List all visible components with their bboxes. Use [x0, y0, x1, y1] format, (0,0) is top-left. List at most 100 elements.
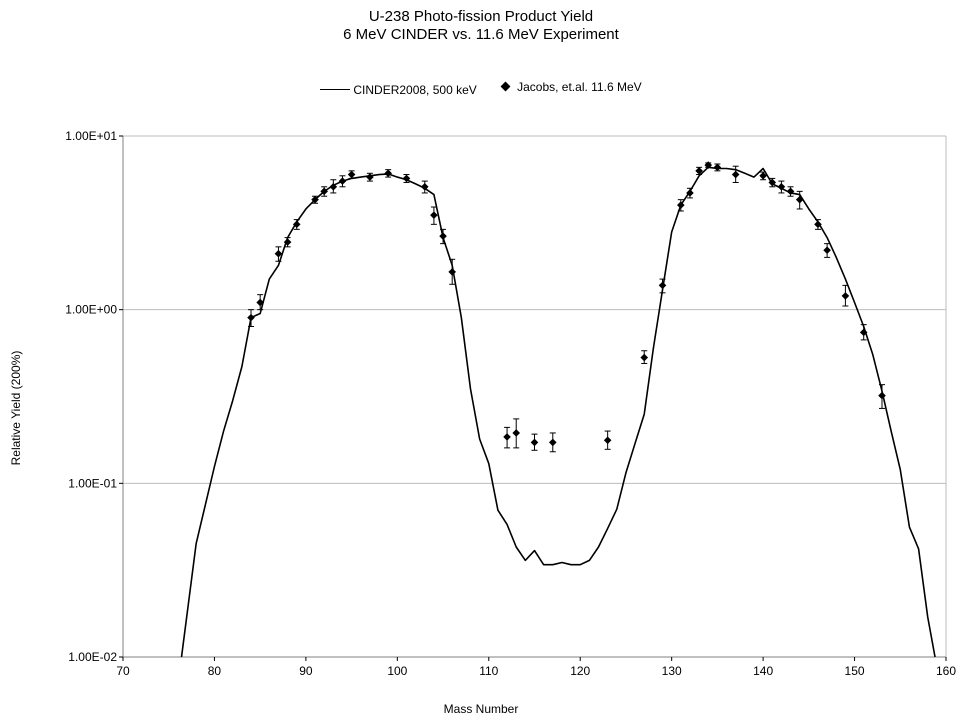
- data-point: [503, 426, 511, 449]
- diamond-marker: [247, 313, 255, 322]
- diamond-marker: [384, 169, 392, 178]
- diamond-marker: [814, 220, 822, 229]
- data-point: [686, 187, 694, 199]
- diamond-marker: [859, 328, 868, 337]
- data-point: [695, 166, 703, 176]
- data-point: [603, 430, 612, 450]
- diamond-marker: [420, 182, 429, 191]
- data-point: [823, 243, 831, 258]
- data-point: [320, 186, 328, 197]
- diamond-marker: [338, 177, 347, 185]
- data-point: [256, 294, 264, 311]
- data-point: [731, 165, 740, 183]
- data-point: [247, 309, 255, 327]
- data-point: [420, 180, 429, 194]
- data-point: [292, 219, 301, 230]
- diamond-marker: [402, 174, 411, 183]
- data-point: [658, 278, 667, 294]
- x-tick-label: 160: [936, 664, 956, 678]
- data-point: [777, 180, 786, 194]
- diamond-marker: [347, 170, 356, 179]
- data-point: [704, 161, 713, 169]
- data-point: [795, 190, 804, 210]
- diamond-marker: [311, 195, 319, 204]
- diamond-marker: [713, 163, 722, 172]
- data-point: [283, 237, 292, 248]
- diamond-marker: [640, 353, 649, 362]
- y-axis-label: Relative Yield (200%): [9, 350, 23, 466]
- x-tick-label: 100: [387, 664, 407, 678]
- data-point: [366, 172, 374, 182]
- x-tick-label: 130: [662, 664, 682, 678]
- diamond-marker: [686, 189, 694, 197]
- legend-label-cinder: CINDER2008, 500 keV: [353, 82, 477, 97]
- data-point: [759, 171, 767, 181]
- diamond-marker: [430, 211, 438, 219]
- diamond-marker: [731, 170, 740, 179]
- diamond-marker: [503, 433, 511, 441]
- data-point: [338, 175, 347, 188]
- diamond-marker: [704, 161, 713, 169]
- plot-area: 1.00E-02 1.00E-01 1.00E+00 1.00E+01 70 80 90 10…: [65, 129, 956, 678]
- diamond-marker: [823, 246, 831, 254]
- diamond-marker: [548, 438, 557, 447]
- data-point: [512, 418, 521, 449]
- data-point: [274, 246, 283, 262]
- y-tick-label: 1.00E+00: [65, 303, 117, 317]
- y-tick-label: 1.00E+01: [65, 129, 117, 143]
- diamond-marker: [777, 182, 786, 191]
- diamond-marker: [878, 391, 886, 400]
- legend-item-cinder: CINDER2008, 500 keV: [320, 82, 477, 98]
- x-tick-label: 90: [299, 664, 313, 678]
- diamond-marker: [439, 232, 447, 240]
- diamond-marker: [795, 195, 804, 204]
- legend-label-jacobs: Jacobs, et.al. 11.6 MeV: [517, 79, 642, 94]
- diamond-marker: [677, 201, 685, 209]
- x-tick-label: 110: [479, 664, 498, 678]
- diamond-marker: [695, 167, 703, 175]
- y-tick-label: 1.00E-02: [68, 650, 117, 664]
- data-point: [347, 170, 356, 179]
- data-point: [430, 206, 438, 225]
- legend-item-jacobs: Jacobs, et.al. 11.6 MeV: [496, 79, 642, 95]
- legend-line-swatch: [320, 89, 351, 90]
- diamond-marker: [320, 187, 328, 196]
- data-point: [402, 174, 411, 183]
- data-point: [384, 169, 392, 178]
- diamond-marker: [283, 238, 292, 246]
- diamond-marker: [256, 298, 264, 307]
- data-point: [548, 432, 557, 453]
- diamond-marker: [448, 268, 456, 276]
- x-tick-label: 140: [753, 664, 773, 678]
- chart-title: U-238 Photo-fission Product Yield: [368, 8, 594, 25]
- diamond-marker: [274, 249, 283, 258]
- diamond-marker: [366, 173, 374, 181]
- cinder-line: [180, 166, 936, 658]
- x-axis-label: Mass Number: [443, 702, 519, 716]
- data-point: [530, 433, 539, 451]
- legend: CINDER2008, 500 keV Jacobs, et.al. 11.6 …: [0, 78, 962, 98]
- data-point: [814, 219, 822, 230]
- data-point: [786, 186, 795, 197]
- data-point: [329, 179, 338, 194]
- y-axis-label-wrap: Relative Yield (200%): [6, 308, 26, 508]
- diamond-marker: [658, 281, 667, 290]
- x-tick-label: 80: [208, 664, 222, 678]
- diamond-marker: [841, 292, 850, 300]
- diamond-marker: [603, 436, 612, 445]
- data-point: [677, 199, 685, 212]
- diamond-marker: [530, 438, 539, 447]
- x-tick-label: 70: [116, 664, 130, 678]
- diamond-marker: [329, 182, 338, 191]
- diamond-marker: [759, 171, 767, 180]
- data-point: [640, 350, 649, 364]
- diamond-marker: [512, 429, 521, 437]
- chart-subtitle: 6 MeV CINDER vs. 11.6 MeV Experiment: [343, 26, 619, 43]
- x-tick-label: 120: [570, 664, 590, 678]
- data-point: [311, 195, 319, 204]
- diamond-marker: [292, 220, 301, 229]
- data-point: [439, 228, 447, 245]
- data-point: [713, 163, 722, 172]
- data-point: [859, 324, 868, 341]
